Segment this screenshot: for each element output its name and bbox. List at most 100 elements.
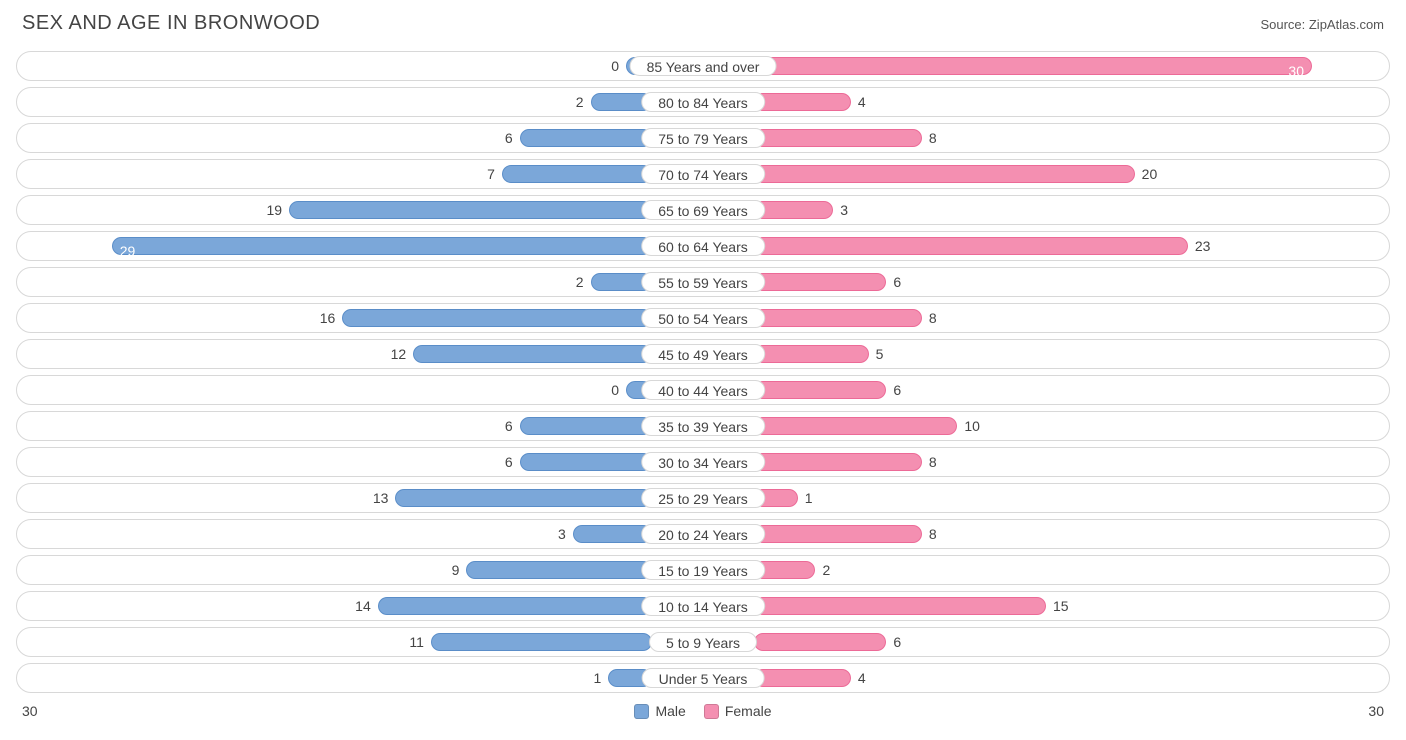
female-value: 4 xyxy=(858,88,866,116)
female-bar xyxy=(753,380,887,400)
male-bar xyxy=(519,416,653,436)
female-bar xyxy=(753,128,923,148)
female-value: 8 xyxy=(929,124,937,152)
female-value: 23 xyxy=(1195,232,1211,260)
male-value: 14 xyxy=(355,592,371,620)
female-bar xyxy=(753,200,834,220)
pyramid-row: 6 8 75 to 79 Years xyxy=(16,123,1390,153)
pyramid-row: 16 8 50 to 54 Years xyxy=(16,303,1390,333)
female-value: 5 xyxy=(876,340,884,368)
age-group-label: Under 5 Years xyxy=(642,668,765,688)
female-value: 2 xyxy=(822,556,830,584)
male-value: 0 xyxy=(611,52,619,80)
female-value: 20 xyxy=(1142,160,1158,188)
female-bar xyxy=(753,596,1047,616)
female-value: 4 xyxy=(858,664,866,692)
female-value: 1 xyxy=(805,484,813,512)
male-value: 9 xyxy=(452,556,460,584)
female-bar xyxy=(753,668,852,688)
male-value: 0 xyxy=(611,376,619,404)
pyramid-row: 12 5 45 to 49 Years xyxy=(16,339,1390,369)
female-value: 6 xyxy=(893,628,901,656)
female-value: 8 xyxy=(929,520,937,548)
female-bar xyxy=(753,452,923,472)
female-value: 10 xyxy=(964,412,980,440)
chart-header: SEX AND AGE IN BRONWOOD Source: ZipAtlas… xyxy=(16,12,1390,35)
pyramid-row: 0 6 40 to 44 Years xyxy=(16,375,1390,405)
age-group-label: 40 to 44 Years xyxy=(641,380,765,400)
pyramid-row: 2 4 80 to 84 Years xyxy=(16,87,1390,117)
age-group-label: 25 to 29 Years xyxy=(641,488,765,508)
male-value: 6 xyxy=(505,412,513,440)
female-bar: 30 xyxy=(753,56,1313,76)
population-pyramid-chart: 03085 Years and over2480 to 84 Years6875… xyxy=(16,51,1390,693)
male-bar xyxy=(394,488,653,508)
age-group-label: 70 to 74 Years xyxy=(641,164,765,184)
male-value: 6 xyxy=(505,124,513,152)
female-bar xyxy=(753,632,887,652)
male-value: 7 xyxy=(487,160,495,188)
chart-source: Source: ZipAtlas.com xyxy=(1260,17,1384,32)
pyramid-row: 13125 to 29 Years xyxy=(16,483,1390,513)
pyramid-row: 11 6 5 to 9 Years xyxy=(16,627,1390,657)
pyramid-row: 2 6 55 to 59 Years xyxy=(16,267,1390,297)
pyramid-row: 9 2 15 to 19 Years xyxy=(16,555,1390,585)
age-group-label: 55 to 59 Years xyxy=(641,272,765,292)
female-value: 3 xyxy=(840,196,848,224)
age-group-label: 50 to 54 Years xyxy=(641,308,765,328)
female-bar xyxy=(753,272,887,292)
male-value: 2 xyxy=(576,268,584,296)
male-value: 11 xyxy=(409,628,424,656)
male-value: 16 xyxy=(320,304,336,332)
chart-footer: 30 Male Female 30 xyxy=(16,699,1390,719)
age-group-label: 60 to 64 Years xyxy=(641,236,765,256)
legend-male-swatch xyxy=(634,704,649,719)
legend-male-label: Male xyxy=(655,703,685,719)
chart-title: SEX AND AGE IN BRONWOOD xyxy=(22,12,320,35)
legend-male: Male xyxy=(634,703,685,719)
pyramid-row: 6 8 30 to 34 Years xyxy=(16,447,1390,477)
age-group-label: 15 to 19 Years xyxy=(641,560,765,580)
male-value: 3 xyxy=(558,520,566,548)
male-value: 12 xyxy=(391,340,407,368)
age-group-label: 45 to 49 Years xyxy=(641,344,765,364)
pyramid-row: 29 23 60 to 64 Years xyxy=(16,231,1390,261)
legend-female: Female xyxy=(704,703,772,719)
male-bar xyxy=(519,452,653,472)
male-bar: 29 xyxy=(111,236,653,256)
female-value: 8 xyxy=(929,304,937,332)
female-value: 30 xyxy=(1288,57,1304,81)
male-value: 2 xyxy=(576,88,584,116)
pyramid-row: 3820 to 24 Years xyxy=(16,519,1390,549)
female-bar xyxy=(753,308,923,328)
male-bar xyxy=(519,128,653,148)
female-value: 6 xyxy=(893,376,901,404)
age-group-label: 80 to 84 Years xyxy=(641,92,765,112)
age-group-label: 10 to 14 Years xyxy=(641,596,765,616)
female-bar xyxy=(753,344,870,364)
male-value: 1 xyxy=(593,664,601,692)
age-group-label: 85 Years and over xyxy=(630,56,777,76)
female-bar xyxy=(753,92,852,112)
male-value: 6 xyxy=(505,448,513,476)
axis-max-left: 30 xyxy=(22,703,38,719)
axis-max-right: 30 xyxy=(1368,703,1384,719)
pyramid-row: 1 4 Under 5 Years xyxy=(16,663,1390,693)
age-group-label: 30 to 34 Years xyxy=(641,452,765,472)
legend-female-label: Female xyxy=(725,703,772,719)
male-bar xyxy=(377,596,653,616)
legend: Male Female xyxy=(634,703,771,719)
male-bar xyxy=(412,344,653,364)
female-value: 8 xyxy=(929,448,937,476)
age-group-label: 35 to 39 Years xyxy=(641,416,765,436)
age-group-label: 65 to 69 Years xyxy=(641,200,765,220)
age-group-label: 5 to 9 Years xyxy=(649,632,757,652)
female-bar xyxy=(753,524,923,544)
male-bar xyxy=(430,632,653,652)
age-group-label: 75 to 79 Years xyxy=(641,128,765,148)
pyramid-row: 03085 Years and over xyxy=(16,51,1390,81)
female-bar xyxy=(753,236,1189,256)
male-bar xyxy=(341,308,653,328)
male-value: 19 xyxy=(267,196,283,224)
female-value: 6 xyxy=(893,268,901,296)
